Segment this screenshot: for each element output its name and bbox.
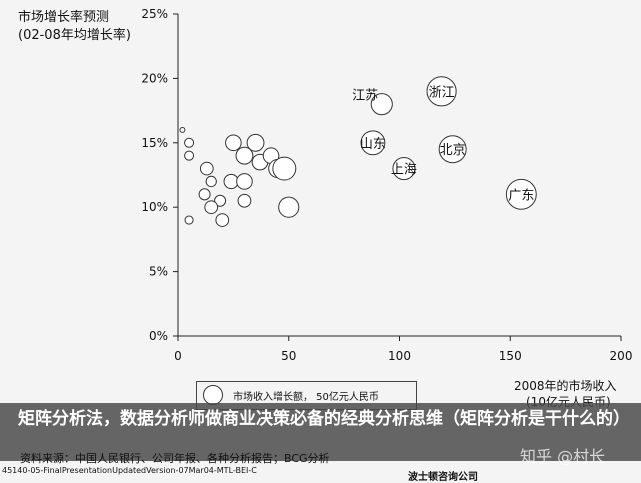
bubble: [184, 150, 195, 161]
bubble: [225, 134, 242, 152]
bubble: [184, 215, 194, 225]
x-tick-label: 0: [174, 349, 182, 363]
bubble: [392, 157, 416, 181]
x-tick-label: 200: [610, 349, 633, 363]
x-tick-label: 50: [281, 349, 296, 363]
bubble: [223, 173, 239, 190]
x-axis-label-line-1: 2008年的市场收入: [514, 379, 617, 393]
bubble-label: 浙江: [429, 85, 455, 100]
bubble: [505, 178, 537, 210]
bubble: [214, 194, 227, 207]
bubble: [237, 193, 252, 208]
footer-document-id: 45140-05-FinalPresentationUpdatedVersion…: [2, 466, 257, 475]
legend-bubble-icon: [203, 385, 223, 405]
bubble: [199, 161, 214, 176]
bubble-label: 北京: [440, 143, 466, 158]
footer-company-name: 波士顿咨询公司: [408, 472, 478, 483]
bubble: [360, 130, 386, 156]
bubble: [236, 173, 253, 190]
bubble: [235, 146, 254, 165]
legend-text: 市场收入增长额， 50亿元人民币: [233, 392, 379, 403]
y-tick-label: 25%: [141, 7, 168, 21]
y-tick-label: 0%: [149, 329, 168, 343]
y-tick-label: 10%: [141, 200, 168, 214]
y-axis-label-line-1: 市场增长率预测: [18, 10, 110, 25]
y-tick-label: 5%: [149, 265, 168, 279]
source-note: 资料来源：中国人民银行、公司年报、各种分析报告；BCG分析: [20, 452, 330, 465]
bubble: [278, 196, 300, 218]
bubble-label: 山东: [360, 137, 386, 152]
bubble: [184, 137, 195, 148]
y-tick-label: 20%: [141, 71, 168, 85]
y-tick-label: 15%: [141, 136, 168, 150]
bubble-label: 广东: [508, 188, 534, 203]
x-tick-label: 150: [499, 349, 522, 363]
bubble: [215, 213, 230, 227]
x-tick-label: 100: [388, 349, 411, 363]
caption-overlay: [0, 403, 641, 461]
bubble: [179, 126, 186, 133]
bubble: [198, 188, 211, 201]
bubble: [370, 93, 393, 116]
bubble: [438, 135, 467, 164]
y-axis-label-line-2: (02-08年均增长率): [18, 28, 131, 43]
watermark-text: 知乎 @村长: [520, 447, 606, 466]
bubble: [272, 156, 297, 181]
bubble-label: 上海: [391, 163, 417, 178]
bubble: [426, 76, 457, 107]
bubble: [204, 200, 219, 215]
caption-text: 矩阵分析法，数据分析师做商业决策必备的经典分析思维（矩阵分析是干什么的）: [18, 409, 630, 429]
bubble-label: 江苏: [352, 87, 378, 103]
bubble: [246, 133, 265, 152]
bubble: [205, 175, 217, 188]
